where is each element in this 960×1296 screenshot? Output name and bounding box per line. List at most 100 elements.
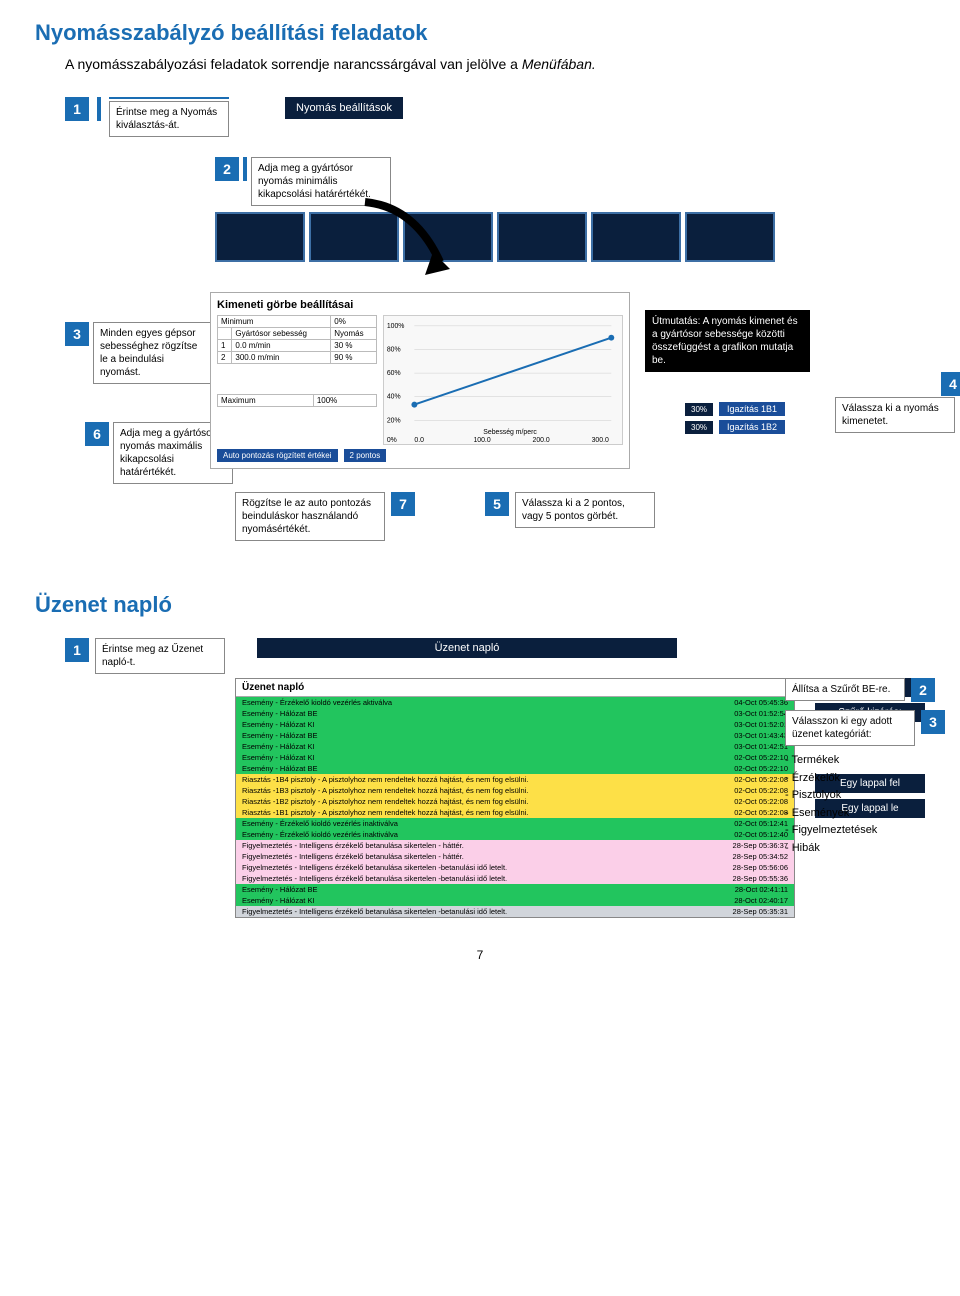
log-row-date: 28-Sep 05:35:31 (733, 907, 788, 916)
step5-badge: 5 (485, 492, 509, 516)
section1-intro: A nyomásszabályozási feladatok sorrendje… (65, 56, 925, 72)
log-row-date: 02-Oct 05:22:08 (734, 786, 788, 795)
log-row-date: 02-Oct 05:22:08 (734, 797, 788, 806)
category-item: - Pisztolyok (785, 787, 955, 805)
log-row-text: Riasztás -1B2 pisztoly - A pisztolyhoz n… (242, 797, 528, 806)
log-row: Esemény - Hálózat KI28-Oct 02:40:17 (236, 895, 794, 906)
log-row: Riasztás -1B3 pisztoly - A pisztolyhoz n… (236, 785, 794, 796)
log-row: Esemény - Érzékelő kioldó vezérlés inakt… (236, 829, 794, 840)
log-row-date: 02-Oct 05:12:40 (734, 830, 788, 839)
svg-text:0.0: 0.0 (414, 437, 424, 444)
log-row-date: 03-Oct 01:42:51 (734, 742, 788, 751)
section1-title: Nyomásszabályzó beállítási feladatok (35, 20, 925, 46)
out-pct: 30% (685, 421, 713, 434)
tbl-max-val: 100% (313, 395, 376, 407)
tbl-r2n: 2 (218, 352, 232, 364)
log-row: Riasztás -1B1 pisztoly - A pisztolyhoz n… (236, 807, 794, 818)
log-row-date: 02-Oct 05:12:41 (734, 819, 788, 828)
log-row: Esemény - Érzékelő kioldó vezérlés aktiv… (236, 697, 794, 708)
hint-box: Útmutatás: A nyomás kimenet és a gyártós… (645, 310, 810, 372)
log-panel-header: Üzenet napló (257, 638, 677, 658)
log-row: Riasztás -1B2 pisztoly - A pisztolyhoz n… (236, 796, 794, 807)
log-row: Figyelmeztetés - Intelligens érzékelő be… (236, 906, 794, 917)
log-row-date: 28-Sep 05:56:06 (733, 863, 788, 872)
log-row-date: 03-Oct 01:43:43 (734, 731, 788, 740)
panel-title: Kimeneti görbe beállításai (217, 299, 623, 311)
svg-text:40%: 40% (387, 394, 401, 401)
log-row: Esemény - Hálózat BE02-Oct 05:22:10 (236, 763, 794, 774)
log-row-text: Riasztás -1B3 pisztoly - A pisztolyhoz n… (242, 786, 528, 795)
step6-badge: 6 (85, 422, 109, 446)
menu-tile[interactable] (685, 212, 775, 262)
log-row: Esemény - Hálózat BE28-Oct 02:41:11 (236, 884, 794, 895)
step7-badge: 7 (391, 492, 415, 516)
tbl-r2a: 300.0 m/min (232, 352, 331, 364)
log-row-text: Figyelmeztetés - Intelligens érzékelő be… (242, 874, 507, 883)
log-row: Esemény - Hálózat BE 03-Oct 01:52:54 (236, 708, 794, 719)
menu-tile[interactable] (591, 212, 681, 262)
log-step1-callout: Érintse meg az Űzenet napló-t. (95, 638, 225, 674)
log-row-date: 03-Oct 01:52:54 (734, 709, 788, 718)
log-row-text: Esemény - Hálózat BE (242, 764, 317, 773)
log-row-text: Esemény - Hálózat KI (242, 753, 315, 762)
output-1b1-button[interactable]: Igazítás 1B1 (719, 402, 785, 416)
log-row: Figyelmeztetés - Intelligens érzékelő be… (236, 873, 794, 884)
log-row: Esemény - Hálózat KI03-Oct 01:52:01 (236, 719, 794, 730)
svg-text:80%: 80% (387, 346, 401, 353)
intro-text-a: A nyomásszabályozási feladatok sorrendje… (65, 56, 522, 72)
log-row-date: 28-Sep 05:55:36 (733, 874, 788, 883)
two-point-button[interactable]: 2 pontos (344, 449, 387, 462)
svg-text:300.0: 300.0 (592, 437, 609, 444)
svg-text:100%: 100% (387, 323, 405, 330)
tbl-col1: Gyártósor sebesség (232, 328, 331, 340)
step1-callout: Érintse meg a Nyomás kiválasztás-át. (109, 101, 229, 137)
log-row: Figyelmeztetés - Intelligens érzékelő be… (236, 840, 794, 851)
log-step3-badge: 3 (921, 710, 945, 734)
svg-text:60%: 60% (387, 370, 401, 377)
log-row-text: Esemény - Hálózat BE (242, 709, 317, 718)
log-row-text: Riasztás -1B4 pisztoly - A pisztolyhoz n… (242, 775, 528, 784)
log-row: Riasztás -1B4 pisztoly - A pisztolyhoz n… (236, 774, 794, 785)
log-row-text: Esemény - Hálózat BE (242, 885, 317, 894)
intro-text-b: Menüfában. (522, 56, 596, 72)
tbl-max-label: Maximum (218, 395, 314, 407)
category-item: - Érzékelők (785, 770, 955, 788)
pressure-settings-button[interactable]: Nyomás beállítások (285, 97, 403, 119)
out-pct: 30% (685, 403, 713, 416)
log-row: Esemény - Hálózat KI02-Oct 05:22:10 (236, 752, 794, 763)
category-list: - Termékek- Érzékelők- Pisztolyok- Esemé… (785, 752, 955, 858)
log-panel-title: Üzenet napló (236, 679, 794, 697)
svg-text:Sebesség m/perc: Sebesség m/perc (483, 429, 537, 436)
log-step2-callout: Állítsa a Szűrőt BE-re. (785, 678, 905, 701)
menu-tile[interactable] (497, 212, 587, 262)
log-row-date: 02-Oct 05:22:08 (734, 808, 788, 817)
log-row-date: 28-Oct 02:40:17 (734, 896, 788, 905)
log-row-date: 04-Oct 05:45:36 (734, 698, 788, 707)
menu-tiles (215, 212, 925, 262)
log-row: Figyelmeztetés - Intelligens érzékelő be… (236, 862, 794, 873)
tbl-r1b: 30 % (331, 340, 377, 352)
output-curve-panel: Kimeneti görbe beállításai Minimum0% Gyá… (210, 292, 630, 469)
tbl-min-label: Minimum (218, 316, 331, 328)
log-step1-badge: 1 (65, 638, 89, 662)
tbl-min-val: 0% (331, 316, 377, 328)
log-row: Figyelmeztetés - Intelligens érzékelő be… (236, 851, 794, 862)
menu-tile[interactable] (215, 212, 305, 262)
log-row-text: Figyelmeztetés - Intelligens érzékelő be… (242, 852, 464, 861)
step5-callout: Válassza ki a 2 pontos, vagy 5 pontos gö… (515, 492, 655, 528)
page-number: 7 (35, 948, 925, 982)
step7-callout: Rögzítse le az auto pontozás beindulásko… (235, 492, 385, 541)
auto-points-button[interactable]: Auto pontozás rögzített értékei (217, 449, 338, 462)
log-row-date: 03-Oct 01:52:01 (734, 720, 788, 729)
category-item: - Események (785, 805, 955, 823)
svg-text:0%: 0% (387, 437, 397, 444)
log-rows: Esemény - Érzékelő kioldó vezérlés aktiv… (236, 697, 794, 917)
log-row: Esemény - Érzékelő kioldó vezérlés inakt… (236, 818, 794, 829)
log-row-text: Esemény - Érzékelő kioldó vezérlés aktiv… (242, 698, 392, 707)
output-1b2-button[interactable]: Igazítás 1B2 (719, 420, 785, 434)
log-row-date: 02-Oct 05:22:08 (734, 775, 788, 784)
step4-callout: Válassza ki a nyomás kimenetet. (835, 397, 955, 433)
message-log-panel: Üzenet napló Esemény - Érzékelő kioldó v… (235, 678, 795, 918)
log-row-date: 28-Sep 05:34:52 (733, 852, 788, 861)
log-row-text: Esemény - Érzékelő kioldó vezérlés inakt… (242, 819, 398, 828)
